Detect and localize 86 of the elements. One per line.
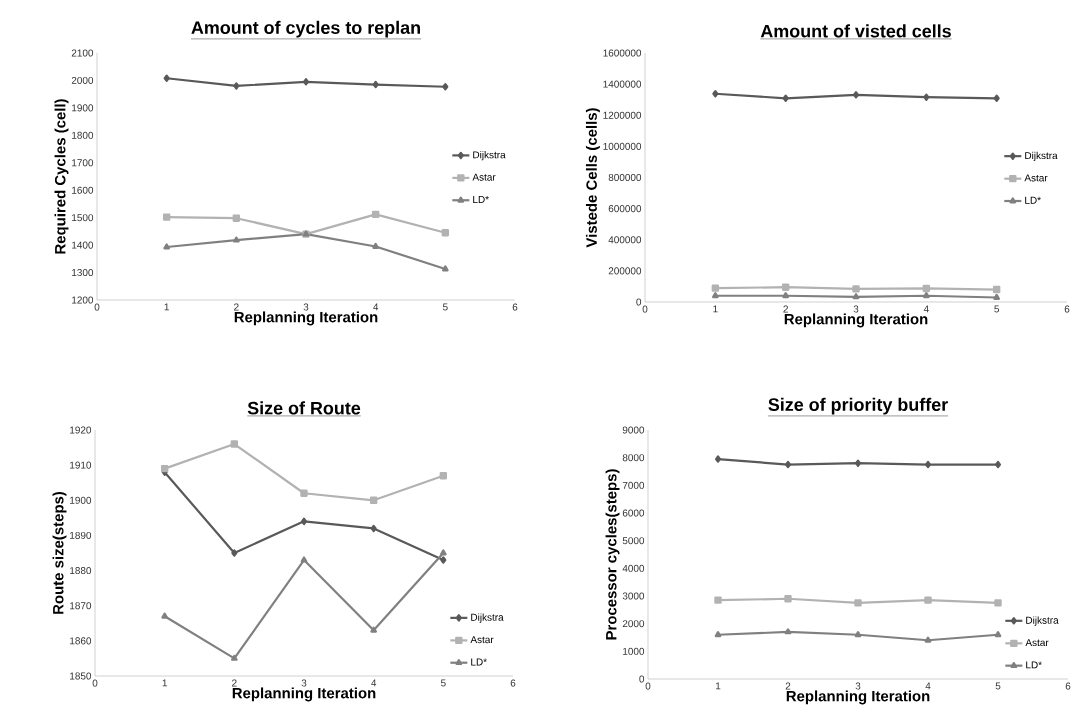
y-tick-label: 1920: [70, 426, 92, 434]
x-tick-label: 4: [923, 305, 929, 313]
x-tick-label: 5: [994, 305, 1000, 313]
x-tick-label: 6: [1064, 305, 1070, 313]
legend-label: Astar: [1025, 639, 1049, 647]
y-tick-label: 1890: [70, 531, 92, 539]
x-axis-title: Replanning Iteration: [234, 311, 378, 326]
legend-label: Dijkstra: [1025, 151, 1058, 162]
legend-label: Dijkstra: [1026, 616, 1059, 626]
x-tick-label: 0: [645, 682, 651, 690]
y-tick-label: 1600: [72, 186, 94, 194]
chart-title: Amount of cycles to replan: [191, 20, 420, 38]
x-tick-label: 2: [232, 679, 237, 687]
x-tick-label: 1: [716, 682, 721, 690]
x-tick-label: 5: [995, 682, 1001, 690]
y-tick-label: 1000: [623, 647, 645, 655]
y-tick-label: 9000: [622, 426, 645, 434]
chart-title: Amount of visted cells: [760, 24, 951, 38]
y-tick-label: 3000: [622, 592, 645, 600]
y-tick-label: 2000: [622, 620, 645, 628]
legend-label: LD*: [1026, 661, 1042, 669]
y-tick-label: 1200000: [603, 111, 642, 119]
x-tick-label: 1: [713, 305, 718, 313]
legend-label: Astar: [1024, 174, 1048, 182]
chart-title: Size of priority buffer: [768, 397, 948, 415]
x-tick-label: 3: [303, 303, 309, 311]
legend-label: LD*: [471, 658, 487, 666]
x-tick-label: 0: [94, 303, 100, 311]
y-tick-label: 1870: [70, 602, 92, 610]
y-tick-label: 1900: [70, 496, 92, 504]
legend-label: Dijkstra: [473, 151, 506, 161]
y-axis-title: Processor cycles(steps): [605, 469, 620, 640]
x-axis-title: Replanning Iteration: [786, 690, 930, 705]
y-tick-label: 1880: [70, 567, 92, 575]
y-axis-title: Route size(steps): [52, 491, 67, 614]
x-tick-label: 3: [853, 305, 859, 313]
y-tick-label: 0: [636, 298, 642, 306]
x-tick-label: 2: [234, 303, 239, 311]
y-tick-label: 400000: [608, 236, 642, 244]
y-axis-title: Required Cycles (cell): [54, 99, 69, 254]
y-tick-label: 1400: [72, 241, 94, 249]
y-tick-label: 1200: [72, 296, 94, 304]
y-tick-label: 1300: [72, 269, 94, 277]
y-tick-label: 1600000: [603, 49, 642, 57]
legend-label: LD*: [1025, 196, 1041, 204]
y-tick-label: 1850: [70, 672, 92, 680]
x-tick-label: 1: [162, 679, 167, 687]
y-tick-label: 1000000: [603, 142, 642, 150]
x-axis-title: Replanning Iteration: [784, 313, 928, 328]
chart-title: Size of Route: [247, 401, 361, 415]
x-tick-label: 2: [785, 682, 791, 690]
y-tick-label: 2100: [71, 49, 94, 57]
x-tick-label: 6: [510, 679, 516, 687]
y-tick-label: 6000: [622, 509, 645, 517]
y-tick-label: 8000: [622, 454, 645, 462]
x-tick-label: 3: [855, 682, 861, 690]
x-tick-label: 2: [783, 305, 788, 313]
x-tick-label: 6: [512, 303, 518, 311]
y-tick-label: 600000: [608, 205, 642, 213]
y-tick-label: 1800: [72, 131, 94, 139]
legend-label: Astar: [472, 173, 496, 181]
x-axis-title: Replanning Iteration: [232, 687, 376, 702]
y-tick-label: 800000: [608, 173, 642, 182]
x-tick-label: 3: [301, 679, 307, 687]
x-tick-label: 4: [373, 303, 379, 311]
x-tick-label: 1: [164, 303, 169, 311]
legend-label: Dijkstra: [471, 613, 504, 623]
y-tick-label: 7000: [622, 481, 645, 489]
x-tick-label: 4: [371, 679, 377, 687]
y-tick-label: 1910: [70, 461, 92, 469]
y-tick-label: 1900: [72, 104, 94, 112]
y-tick-label: 200000: [608, 267, 642, 275]
x-tick-label: 5: [442, 303, 448, 311]
y-tick-label: 1500: [72, 214, 94, 222]
x-tick-label: 4: [925, 682, 931, 690]
y-axis-title: Vistede Cells (cells): [585, 108, 600, 248]
y-tick-label: 1400000: [603, 80, 642, 88]
x-tick-label: 6: [1065, 682, 1071, 690]
y-tick-label: 5000: [622, 537, 645, 545]
x-tick-label: 5: [440, 679, 446, 687]
y-tick-label: 1700: [72, 159, 94, 167]
y-tick-label: 4000: [622, 564, 645, 572]
y-tick-label: 2000: [71, 76, 94, 84]
y-tick-label: 1860: [70, 637, 92, 645]
legend-label: LD*: [473, 196, 489, 203]
legend-label: Astar: [470, 636, 494, 644]
